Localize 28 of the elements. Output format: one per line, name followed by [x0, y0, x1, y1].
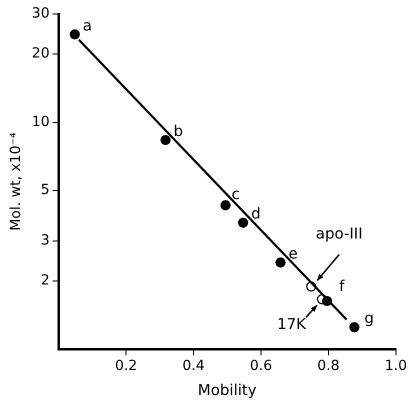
- annotation: e: [288, 244, 298, 262]
- point: [349, 322, 360, 332]
- y-tick-label: 20: [32, 46, 50, 62]
- annotation: 17K: [277, 315, 308, 334]
- y-tick-label: 10: [32, 114, 50, 130]
- point: [238, 218, 248, 228]
- x-tick-label: 0.2: [114, 358, 138, 374]
- y-tick-label: 5: [40, 182, 50, 198]
- annotation: a: [82, 16, 92, 34]
- x-axis-title: Mobility: [198, 380, 257, 399]
- y-tick-label: 2: [40, 272, 50, 289]
- annotation: f: [339, 276, 346, 295]
- point: [275, 257, 286, 268]
- y-tick-label: 3: [40, 232, 50, 249]
- annotation: b: [174, 122, 184, 140]
- x-tick-label: 0.4: [182, 358, 205, 374]
- point: [220, 200, 231, 210]
- x-tick-label: 0.8: [317, 358, 340, 374]
- x-tick-label: 1.0: [384, 358, 407, 374]
- annotation: d: [251, 204, 261, 223]
- annotation: c: [232, 185, 240, 204]
- annotation: apo-III: [316, 224, 363, 242]
- point: [70, 29, 80, 40]
- x-tick-label: 0.6: [250, 358, 272, 374]
- annotation: g: [364, 309, 374, 328]
- y-tick-label: 30: [32, 6, 50, 22]
- y-axis-title: Mol. wt, x10⁻⁴: [8, 132, 24, 231]
- point: [160, 134, 171, 146]
